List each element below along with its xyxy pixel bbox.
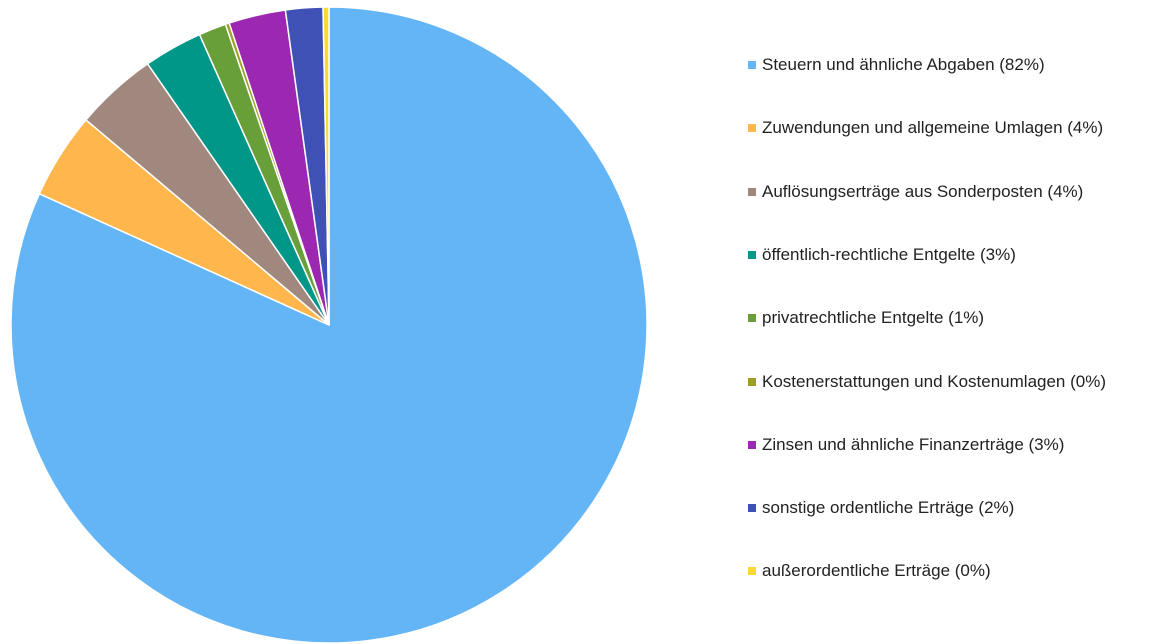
legend-label: sonstige ordentliche Erträge (2%) bbox=[762, 498, 1015, 518]
legend-item: Auflösungserträge aus Sonderposten (4%) bbox=[748, 181, 1148, 203]
legend-swatch bbox=[748, 124, 756, 133]
legend-item: Kostenerstattungen und Kostenumlagen (0%… bbox=[748, 371, 1148, 393]
legend-item: Steuern und ähnliche Abgaben (82%) bbox=[748, 54, 1148, 76]
legend-swatch bbox=[748, 504, 756, 513]
legend-label: Steuern und ähnliche Abgaben (82%) bbox=[762, 55, 1045, 74]
legend-swatch bbox=[748, 567, 756, 576]
pie-slice bbox=[322, 6, 330, 326]
legend-swatch bbox=[748, 187, 756, 196]
legend-item: außerordentliche Erträge (0%) bbox=[748, 560, 1148, 582]
pie-slice bbox=[10, 6, 648, 644]
chart bbox=[10, 6, 648, 644]
legend-item: privatrechtliche Entgelte (1%) bbox=[748, 307, 1148, 329]
legend-label: Zuwendungen und allgemeine Umlagen (4%) bbox=[762, 118, 1104, 138]
legend-item: sonstige ordentliche Erträge (2%) bbox=[748, 497, 1148, 519]
legend-label: privatrechtliche Entgelte (1%) bbox=[762, 308, 985, 328]
legend-label: außerordentliche Erträge (0%) bbox=[762, 561, 991, 581]
legend-item: öffentlich-rechtliche Entgelte (3%) bbox=[748, 244, 1148, 266]
legend-label: Kostenerstattungen und Kostenumlagen (0%… bbox=[762, 371, 1107, 391]
legend-label: Zinsen und ähnliche Finanzerträge (3%) bbox=[762, 434, 1065, 454]
legend-swatch bbox=[748, 250, 756, 259]
legend-label: Auflösungserträge aus Sonderposten (4%) bbox=[762, 181, 1084, 201]
legend-item: Zinsen und ähnliche Finanzerträge (3%) bbox=[748, 434, 1148, 456]
legend-label: öffentlich-rechtliche Entgelte (3%) bbox=[762, 244, 1016, 264]
legend-swatch bbox=[748, 440, 756, 449]
legend-swatch bbox=[748, 377, 756, 386]
legend-item: Zuwendungen und allgemeine Umlagen (4%) bbox=[748, 117, 1148, 139]
legend-swatch bbox=[748, 61, 756, 69]
legend-swatch bbox=[748, 314, 756, 323]
